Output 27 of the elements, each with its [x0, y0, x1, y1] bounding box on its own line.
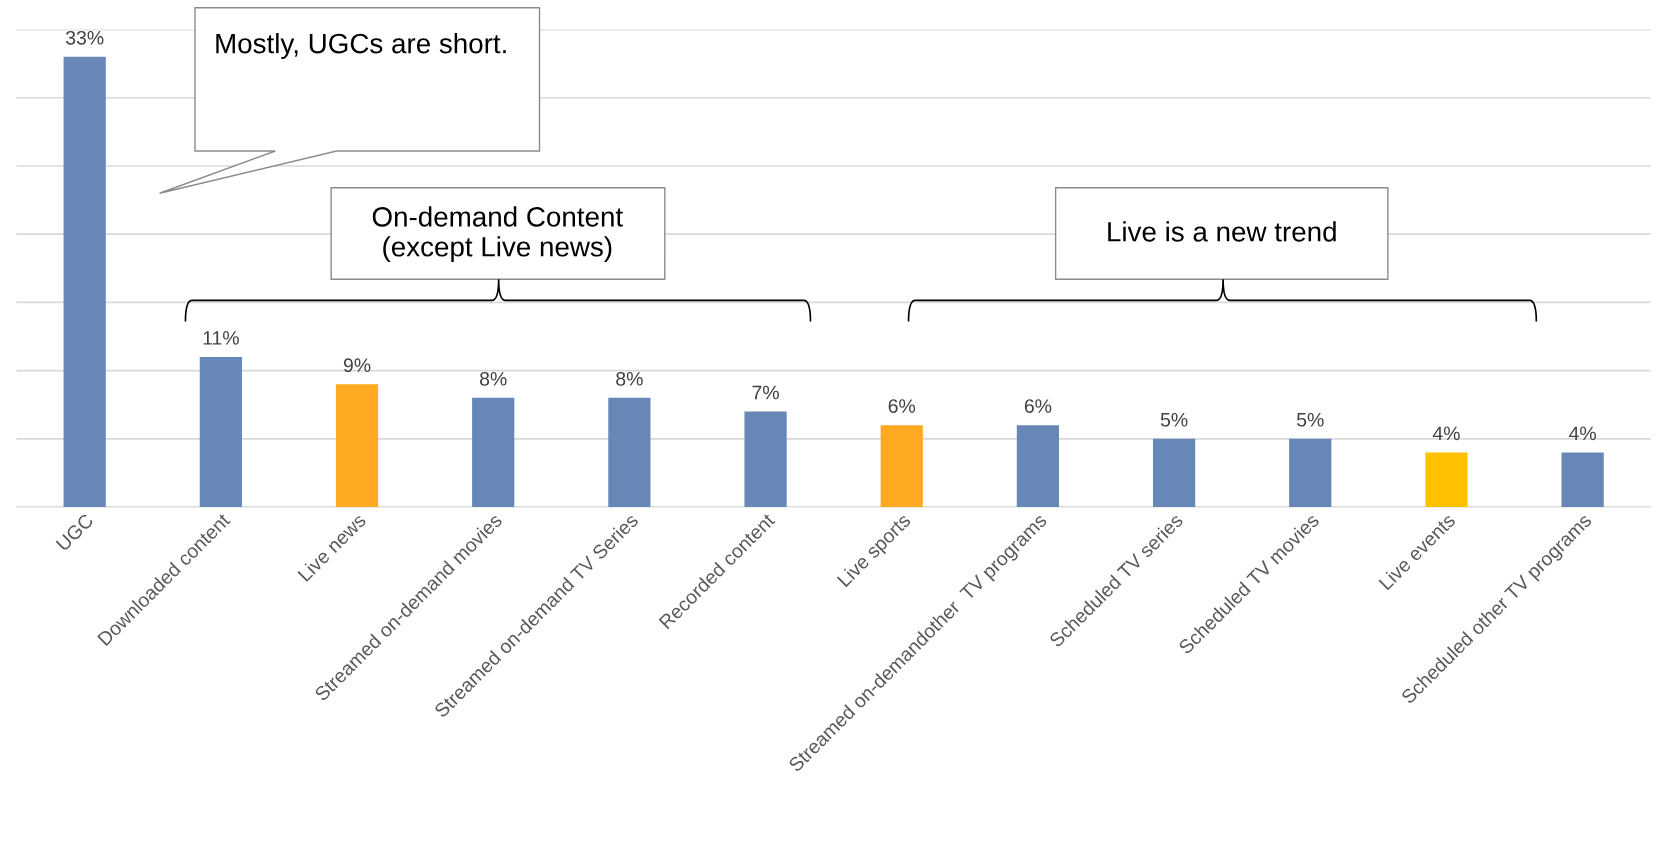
- bar: [1152, 438, 1196, 507]
- bar: [1425, 452, 1468, 507]
- data-label: 4%: [1569, 426, 1596, 441]
- data-label: 6%: [1024, 399, 1052, 413]
- data-label: 9%: [343, 358, 371, 373]
- bar: [63, 56, 106, 507]
- bar: [1561, 452, 1604, 507]
- bar: [1289, 438, 1332, 507]
- data-label: 5%: [1160, 412, 1188, 427]
- data-label: 6%: [888, 399, 916, 413]
- data-label: 33%: [65, 30, 104, 45]
- bar: [1016, 425, 1060, 507]
- bar: [199, 356, 242, 507]
- bar: [472, 397, 515, 507]
- bar: [335, 384, 379, 507]
- bar: [608, 397, 651, 507]
- data-label: 4%: [1432, 426, 1460, 441]
- bar: [880, 425, 923, 507]
- bar: [744, 411, 787, 507]
- data-label: 8%: [480, 371, 507, 386]
- annotation: On-demand Content (except Live news): [372, 206, 623, 263]
- data-label: 11%: [203, 331, 239, 345]
- annotation: Live is a new trend: [1108, 221, 1336, 242]
- data-label: 5%: [1296, 412, 1324, 427]
- data-label: 7%: [752, 385, 779, 400]
- annotation: Mostly, UGCs are short.: [216, 33, 506, 59]
- data-label: 8%: [616, 371, 643, 386]
